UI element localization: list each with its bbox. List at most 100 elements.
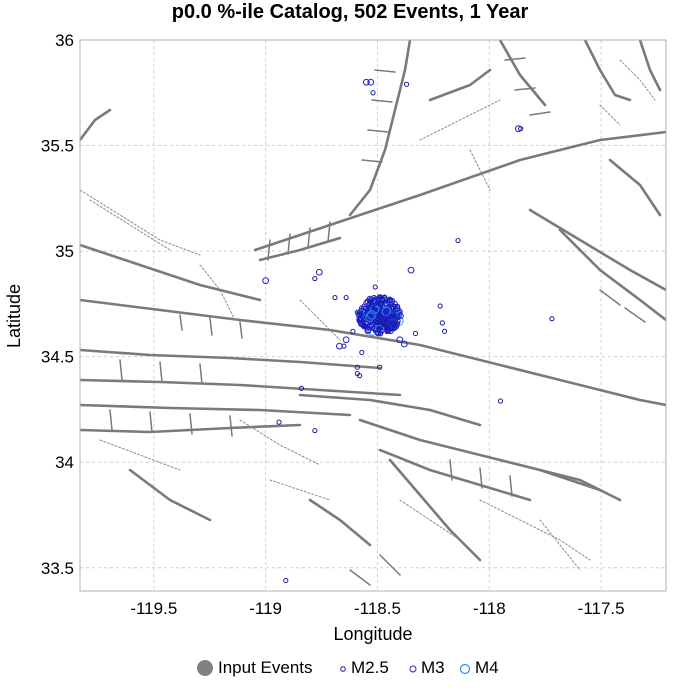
legend: Input Events M2.5 M3 M4 <box>197 658 499 677</box>
event-marker <box>355 309 365 319</box>
legend-m3-marker <box>409 665 417 673</box>
event-marker <box>276 419 282 425</box>
event-marker <box>377 364 383 370</box>
fault-la-5 <box>308 498 372 547</box>
chart-title: p0.0 %-ile Catalog, 502 Events, 1 Year <box>172 1 529 23</box>
legend-m4-label: M4 <box>475 658 499 677</box>
events-layer <box>262 78 555 584</box>
x-axis-label: Longitude <box>333 624 412 644</box>
event-marker <box>412 330 419 337</box>
event-marker <box>441 328 448 334</box>
fault-north-4 <box>638 40 662 92</box>
fault-tr-5 <box>298 393 482 427</box>
fault-north-2 <box>498 40 547 107</box>
event-marker <box>386 296 393 302</box>
x-tick-label: -119 <box>249 599 282 618</box>
legend-m25-label: M2.5 <box>351 658 389 677</box>
fault-san-andreas <box>80 298 666 407</box>
fault-la-3 <box>388 458 482 562</box>
x-tick-label: -118.5 <box>354 599 401 618</box>
fault-garlock <box>253 130 666 252</box>
event-marker <box>455 237 461 244</box>
event-marker <box>362 78 370 86</box>
x-tick-label: -119.5 <box>130 599 177 618</box>
event-marker <box>368 323 374 329</box>
fault-tr-1 <box>80 348 382 370</box>
fault-la-1 <box>358 418 602 492</box>
event-marker <box>312 427 318 434</box>
event-marker <box>374 324 385 335</box>
y-axis-label: Latitude <box>4 284 24 348</box>
event-marker <box>383 299 391 307</box>
event-marker <box>369 302 376 308</box>
fault-sw-2 <box>428 68 492 102</box>
event-marker <box>356 373 363 379</box>
event-marker <box>298 385 305 391</box>
event-marker <box>357 316 363 322</box>
event-marker <box>378 300 384 306</box>
event-marker <box>382 315 388 321</box>
event-marker <box>367 310 377 320</box>
x-tick-label: -117.5 <box>578 599 625 618</box>
event-marker <box>518 126 524 132</box>
fault-la-4 <box>128 468 212 522</box>
event-marker <box>372 284 378 290</box>
event-marker <box>549 316 555 322</box>
event-marker <box>388 314 394 320</box>
legend-m25-marker <box>340 666 346 672</box>
fault-la-2 <box>378 448 532 502</box>
fault-east-3 <box>608 158 662 217</box>
legend-input-events-label: Input Events <box>218 658 313 677</box>
event-marker <box>262 277 270 285</box>
event-marker <box>400 340 408 348</box>
event-marker <box>359 349 365 356</box>
event-marker <box>315 268 323 276</box>
event-marker <box>390 326 396 332</box>
event-marker <box>437 303 443 309</box>
event-marker <box>363 299 371 307</box>
x-axis-ticks: -119.5 -119 -118.5 -118 -117.5 <box>130 599 624 618</box>
event-cluster <box>355 294 404 337</box>
event-marker <box>392 317 399 323</box>
x-tick-label: -118 <box>473 599 506 618</box>
fault-big-pine <box>80 243 262 302</box>
event-marker <box>361 303 369 311</box>
fault-tr-3 <box>80 403 352 417</box>
legend-input-events-marker <box>197 660 213 676</box>
event-marker <box>336 342 343 350</box>
event-marker <box>386 323 392 329</box>
fault-map <box>80 40 666 586</box>
event-marker <box>364 325 370 331</box>
event-marker <box>384 328 390 335</box>
event-marker <box>382 316 390 324</box>
event-marker <box>514 125 522 133</box>
fault-tr-2 <box>80 378 402 397</box>
y-tick-label: 35.5 <box>41 137 74 156</box>
y-tick-label: 35 <box>55 242 74 261</box>
y-tick-label: 33.5 <box>41 559 74 578</box>
event-marker <box>367 78 375 86</box>
fault-east-2 <box>558 228 666 322</box>
event-marker <box>374 329 382 337</box>
event-marker <box>376 297 382 303</box>
event-marker <box>312 275 318 282</box>
event-marker <box>392 303 398 309</box>
event-marker <box>343 294 349 301</box>
event-marker <box>439 320 445 326</box>
legend-m3-label: M3 <box>421 658 445 677</box>
event-marker <box>365 312 375 322</box>
event-marker <box>497 398 504 404</box>
event-marker <box>342 336 350 344</box>
y-tick-label: 34.5 <box>41 348 74 367</box>
plot-frame <box>79 39 667 592</box>
y-tick-label: 36 <box>55 31 74 50</box>
event-marker <box>341 343 347 349</box>
event-marker <box>395 303 401 310</box>
event-marker <box>332 294 338 301</box>
event-marker <box>395 318 401 324</box>
event-marker <box>354 364 360 370</box>
event-marker <box>283 577 289 584</box>
event-marker <box>374 320 380 326</box>
event-marker <box>350 328 356 334</box>
